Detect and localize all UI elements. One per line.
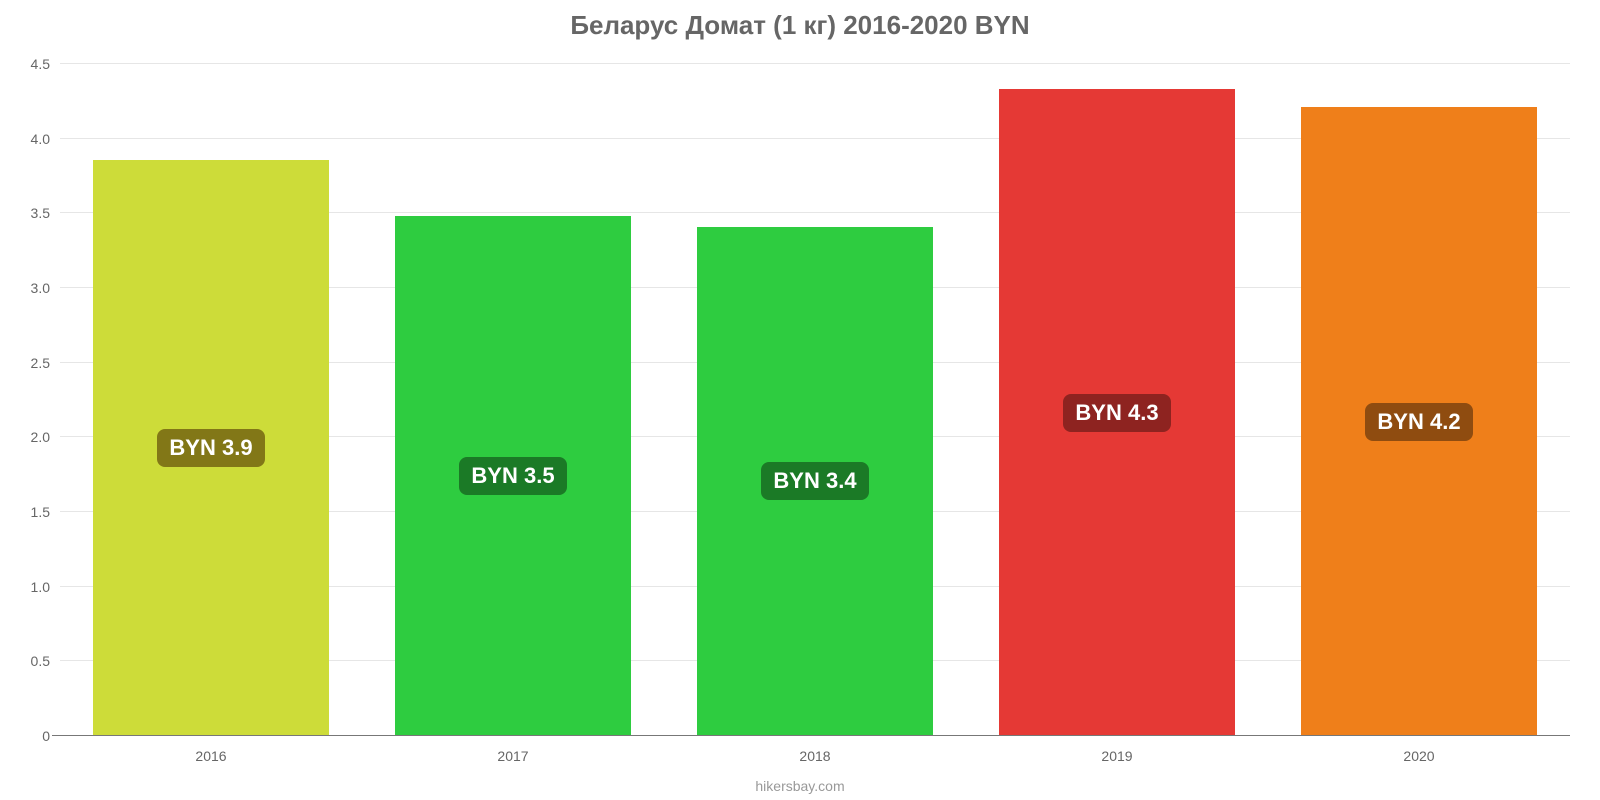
attribution-text: hikersbay.com — [0, 778, 1600, 794]
x-axis-line — [52, 735, 1570, 736]
bar: BYN 4.3 — [999, 89, 1235, 736]
bar-slot: BYN 3.42018 — [664, 64, 966, 736]
bar-value-label: BYN 3.5 — [459, 457, 566, 495]
xtick-label: 2020 — [1403, 736, 1434, 764]
ytick-label: 2.0 — [31, 429, 60, 445]
ytick-label: 4.5 — [31, 56, 60, 72]
ytick-label: 3.0 — [31, 280, 60, 296]
ytick-label: 1.0 — [31, 579, 60, 595]
bar: BYN 3.4 — [697, 227, 933, 736]
bar-slot: BYN 4.22020 — [1268, 64, 1570, 736]
ytick-label: 1.5 — [31, 504, 60, 520]
xtick-label: 2017 — [497, 736, 528, 764]
bar: BYN 4.2 — [1301, 107, 1537, 736]
ytick-label: 4.0 — [31, 131, 60, 147]
bar-slot: BYN 3.92016 — [60, 64, 362, 736]
ytick-label: 0.5 — [31, 653, 60, 669]
xtick-label: 2019 — [1101, 736, 1132, 764]
ytick-label: 3.5 — [31, 205, 60, 221]
bar: BYN 3.5 — [395, 216, 631, 736]
ytick-label: 0 — [42, 728, 60, 744]
bar-slot: BYN 4.32019 — [966, 64, 1268, 736]
plot-area: 00.51.01.52.02.53.03.54.04.5 BYN 3.92016… — [60, 64, 1570, 736]
xtick-label: 2018 — [799, 736, 830, 764]
bar-slot: BYN 3.52017 — [362, 64, 664, 736]
bar-value-label: BYN 3.9 — [157, 429, 264, 467]
ytick-label: 2.5 — [31, 355, 60, 371]
bar-group: BYN 3.92016BYN 3.52017BYN 3.42018BYN 4.3… — [60, 64, 1570, 736]
price-chart: Беларус Домат (1 кг) 2016-2020 BYN 00.51… — [0, 0, 1600, 800]
bar-value-label: BYN 4.2 — [1365, 403, 1472, 441]
bar-value-label: BYN 4.3 — [1063, 394, 1170, 432]
chart-title: Беларус Домат (1 кг) 2016-2020 BYN — [0, 10, 1600, 41]
xtick-label: 2016 — [195, 736, 226, 764]
bar-value-label: BYN 3.4 — [761, 462, 868, 500]
bar: BYN 3.9 — [93, 160, 329, 736]
